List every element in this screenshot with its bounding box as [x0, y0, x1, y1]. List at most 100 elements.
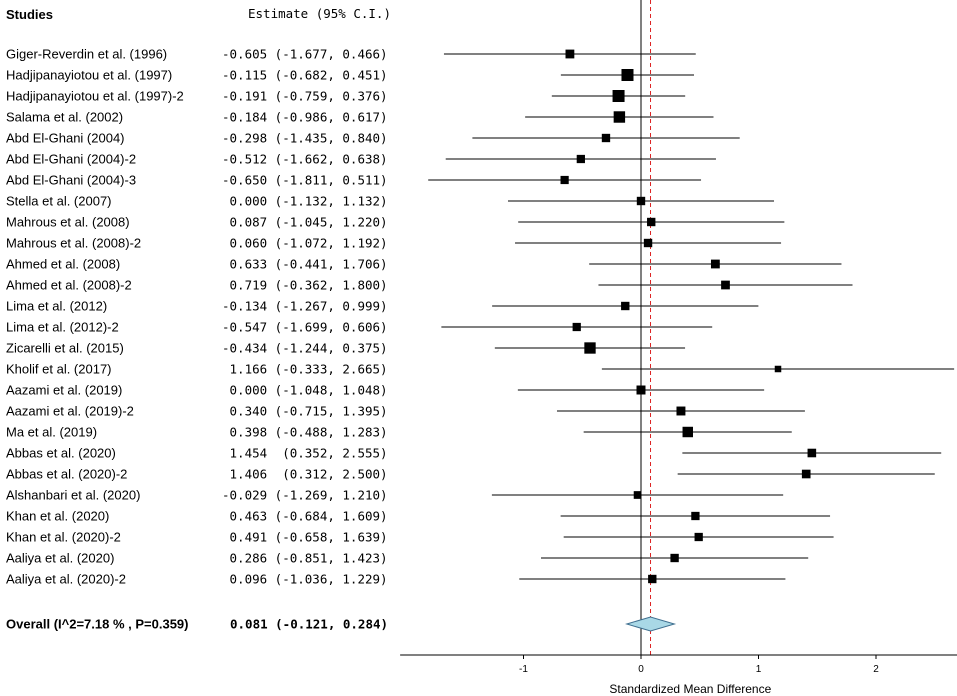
study-effect-marker: [807, 448, 817, 458]
study-estimate-text: -0.029 (-1.269, 1.210): [222, 488, 388, 503]
study-row: Abbas et al. (2020) 1.454 (0.352, 2.555): [6, 446, 942, 461]
study-estimate-text: 0.000 (-1.132, 1.132): [222, 194, 388, 209]
overall-row: Overall (I^2=7.18 % , P=0.359) 0.081 (-0.…: [6, 616, 677, 632]
study-effect-marker: [670, 553, 679, 563]
study-effect-marker: [636, 385, 646, 395]
study-effect-marker: [621, 301, 630, 311]
study-name: Abbas et al. (2020): [6, 446, 116, 461]
study-name: Lima et al. (2012)-2: [6, 320, 119, 335]
overall-estimate-text: 0.081 (-0.121, 0.284): [230, 617, 388, 632]
study-estimate-text: 0.000 (-1.048, 1.048): [222, 383, 388, 398]
study-name: Alshanbari et al. (2020): [6, 488, 140, 503]
study-name: Lima et al. (2012): [6, 299, 107, 314]
study-effect-marker: [710, 259, 720, 269]
study-name: Ma et al. (2019): [6, 425, 97, 440]
study-name: Aazami et al. (2019)-2: [6, 404, 134, 419]
study-name: Hadjipanayiotou et al. (1997)-2: [6, 89, 184, 104]
study-estimate-text: -0.115 (-0.682, 0.451): [222, 68, 388, 83]
study-row: Ahmed et al. (2008)-2 0.719 (-0.362, 1.8…: [6, 278, 853, 293]
study-name: Mahrous et al. (2008)-2: [6, 236, 141, 251]
study-name: Khan et al. (2020): [6, 509, 109, 524]
studies-column-header: Studies: [6, 7, 53, 22]
study-row: Abd El-Ghani (2004) -0.298 (-1.435, 0.840…: [6, 131, 740, 146]
study-name: Abd El-Ghani (2004): [6, 131, 125, 146]
study-row: Abd El-Ghani (2004)-2 -0.512 (-1.662, 0.6…: [6, 152, 716, 167]
x-axis: -1 0 1 2 Standardized Mean Difference: [400, 654, 957, 696]
study-name: Khan et al. (2020)-2: [6, 530, 121, 545]
study-row: Lima et al. (2012)-2 -0.547 (-1.699, 0.60…: [6, 320, 713, 335]
overall-label: Overall (I^2=7.18 % , P=0.359): [6, 617, 188, 632]
x-tick-label: 2: [873, 664, 879, 675]
study-estimate-text: 0.286 (-0.851, 1.423): [222, 551, 388, 566]
study-estimate-text: 0.096 (-1.036, 1.229): [222, 572, 388, 587]
study-estimate-text: -0.298 (-1.435, 0.840): [222, 131, 388, 146]
study-row: Abbas et al. (2020)-2 1.406 (0.312, 2.50…: [6, 467, 935, 482]
study-effect-marker: [801, 469, 811, 479]
x-tick-label: -1: [519, 664, 528, 675]
x-axis-label: Standardized Mean Difference: [609, 682, 771, 696]
estimate-column-header: Estimate (95% C.I.): [248, 6, 391, 21]
overall-diamond: [625, 616, 677, 632]
study-estimate-text: 0.719 (-0.362, 1.800): [222, 278, 388, 293]
study-effect-marker: [560, 175, 569, 185]
study-rows: Giger-Reverdin et al. (1996) -0.605 (-1.6…: [6, 47, 955, 587]
study-name: Aaliya et al. (2020): [6, 551, 114, 566]
study-row: Ma et al. (2019) 0.398 (-0.488, 1.283): [6, 425, 792, 440]
study-effect-marker: [612, 90, 625, 102]
study-row: Lima et al. (2012) -0.134 (-1.267, 0.999): [6, 299, 759, 314]
study-effect-marker: [682, 426, 693, 438]
study-estimate-text: 1.406 (0.312, 2.500): [222, 467, 388, 482]
study-effect-marker: [648, 574, 657, 584]
study-name: Aazami et al. (2019): [6, 383, 122, 398]
study-name: Abd El-Ghani (2004)-2: [6, 152, 136, 167]
study-effect-marker: [694, 532, 703, 542]
study-estimate-text: -0.191 (-0.759, 0.376): [222, 89, 388, 104]
study-estimate-text: -0.512 (-1.662, 0.638): [222, 152, 388, 167]
study-row: Hadjipanayiotou et al. (1997) -0.115 (-0.…: [6, 68, 694, 83]
study-effect-marker: [565, 49, 575, 59]
study-effect-marker: [613, 111, 626, 123]
study-name: Ahmed et al. (2008)-2: [6, 278, 132, 293]
study-effect-marker: [601, 133, 611, 143]
study-name: Mahrous et al. (2008): [6, 215, 130, 230]
study-row: Salama et al. (2002) -0.184 (-0.986, 0.61…: [6, 110, 714, 125]
study-estimate-text: -0.650 (-1.811, 0.511): [222, 173, 388, 188]
study-name: Giger-Reverdin et al. (1996): [6, 47, 167, 62]
study-row: Mahrous et al. (2008) 0.087 (-1.045, 1.2…: [6, 215, 785, 230]
study-estimate-text: -0.134 (-1.267, 0.999): [222, 299, 388, 314]
study-row: Aazami et al. (2019) 0.000 (-1.048, 1.04…: [6, 383, 765, 398]
study-name: Ahmed et al. (2008): [6, 257, 120, 272]
study-estimate-text: -0.184 (-0.986, 0.617): [222, 110, 388, 125]
study-estimate-text: 0.633 (-0.441, 1.706): [222, 257, 388, 272]
x-tick-label: 0: [638, 664, 644, 675]
study-effect-marker: [691, 511, 700, 521]
study-name: Zicarelli et al. (2015): [6, 341, 124, 356]
x-tick-label: 1: [756, 664, 762, 675]
study-effect-marker: [636, 196, 646, 206]
study-effect-marker: [721, 280, 730, 290]
study-effect-marker: [572, 322, 581, 332]
study-effect-marker: [676, 406, 686, 416]
study-estimate-text: -0.434 (-1.244, 0.375): [222, 341, 388, 356]
study-name: Hadjipanayiotou et al. (1997): [6, 68, 172, 83]
study-name: Kholif et al. (2017): [6, 362, 112, 377]
study-estimate-text: 0.087 (-1.045, 1.220): [222, 215, 388, 230]
study-estimate-text: 0.398 (-0.488, 1.283): [222, 425, 388, 440]
study-row: Alshanbari et al. (2020) -0.029 (-1.269, …: [6, 488, 784, 503]
study-row: Aaliya et al. (2020)-2 0.096 (-1.036, 1.…: [6, 572, 786, 587]
study-row: Khan et al. (2020)-2 0.491 (-0.658, 1.63…: [6, 530, 834, 545]
study-row: Giger-Reverdin et al. (1996) -0.605 (-1.6…: [6, 47, 696, 62]
study-name: Abbas et al. (2020)-2: [6, 467, 127, 482]
study-estimate-text: 0.060 (-1.072, 1.192): [222, 236, 388, 251]
study-row: Aazami et al. (2019)-2 0.340 (-0.715, 1.…: [6, 404, 805, 419]
study-name: Aaliya et al. (2020)-2: [6, 572, 126, 587]
study-effect-marker: [774, 365, 782, 373]
study-row: Abd El-Ghani (2004)-3 -0.650 (-1.811, 0.5…: [6, 173, 702, 188]
study-estimate-text: 1.166 (-0.333, 2.665): [222, 362, 388, 377]
study-row: Stella et al. (2007) 0.000 (-1.132, 1.13…: [6, 194, 775, 209]
study-estimate-text: -0.605 (-1.677, 0.466): [222, 47, 388, 62]
study-estimate-text: 0.463 (-0.684, 1.609): [222, 509, 388, 524]
study-name: Stella et al. (2007): [6, 194, 112, 209]
study-row: Hadjipanayiotou et al. (1997)-2 -0.191 (-…: [6, 89, 686, 104]
